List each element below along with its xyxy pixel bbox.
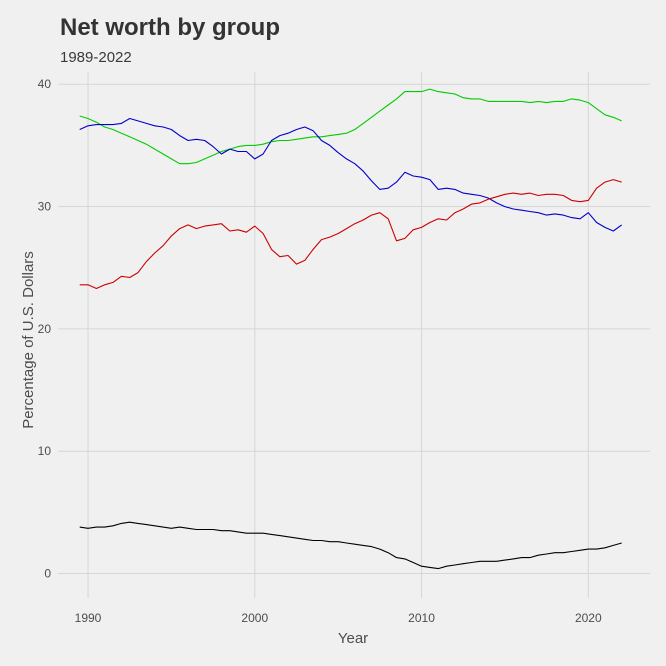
chart-subtitle: 1989-2022 — [60, 49, 132, 66]
y-tick-label: 10 — [38, 444, 52, 458]
tick-labels: 0 10 20 30 40 1990 2000 2010 2020 — [38, 77, 602, 625]
y-tick-label: 20 — [38, 322, 52, 336]
y-tick-label: 30 — [38, 200, 52, 214]
grid-lines — [58, 72, 650, 598]
series-line — [79, 179, 622, 290]
series-lines — [79, 88, 623, 570]
x-tick-label: 2010 — [408, 611, 435, 625]
x-tick-label: 2000 — [241, 611, 268, 625]
y-axis-label: Percentage of U.S. Dollars — [20, 251, 37, 429]
x-axis-label: Year — [338, 630, 368, 647]
y-tick-label: 40 — [38, 77, 52, 91]
y-tick-label: 0 — [44, 567, 51, 581]
series-line — [79, 117, 623, 232]
chart-title: Net worth by group — [60, 14, 280, 41]
x-tick-label: 2020 — [575, 611, 602, 625]
series-line — [79, 88, 622, 165]
x-tick-label: 1990 — [75, 611, 102, 625]
series-line — [79, 521, 622, 570]
